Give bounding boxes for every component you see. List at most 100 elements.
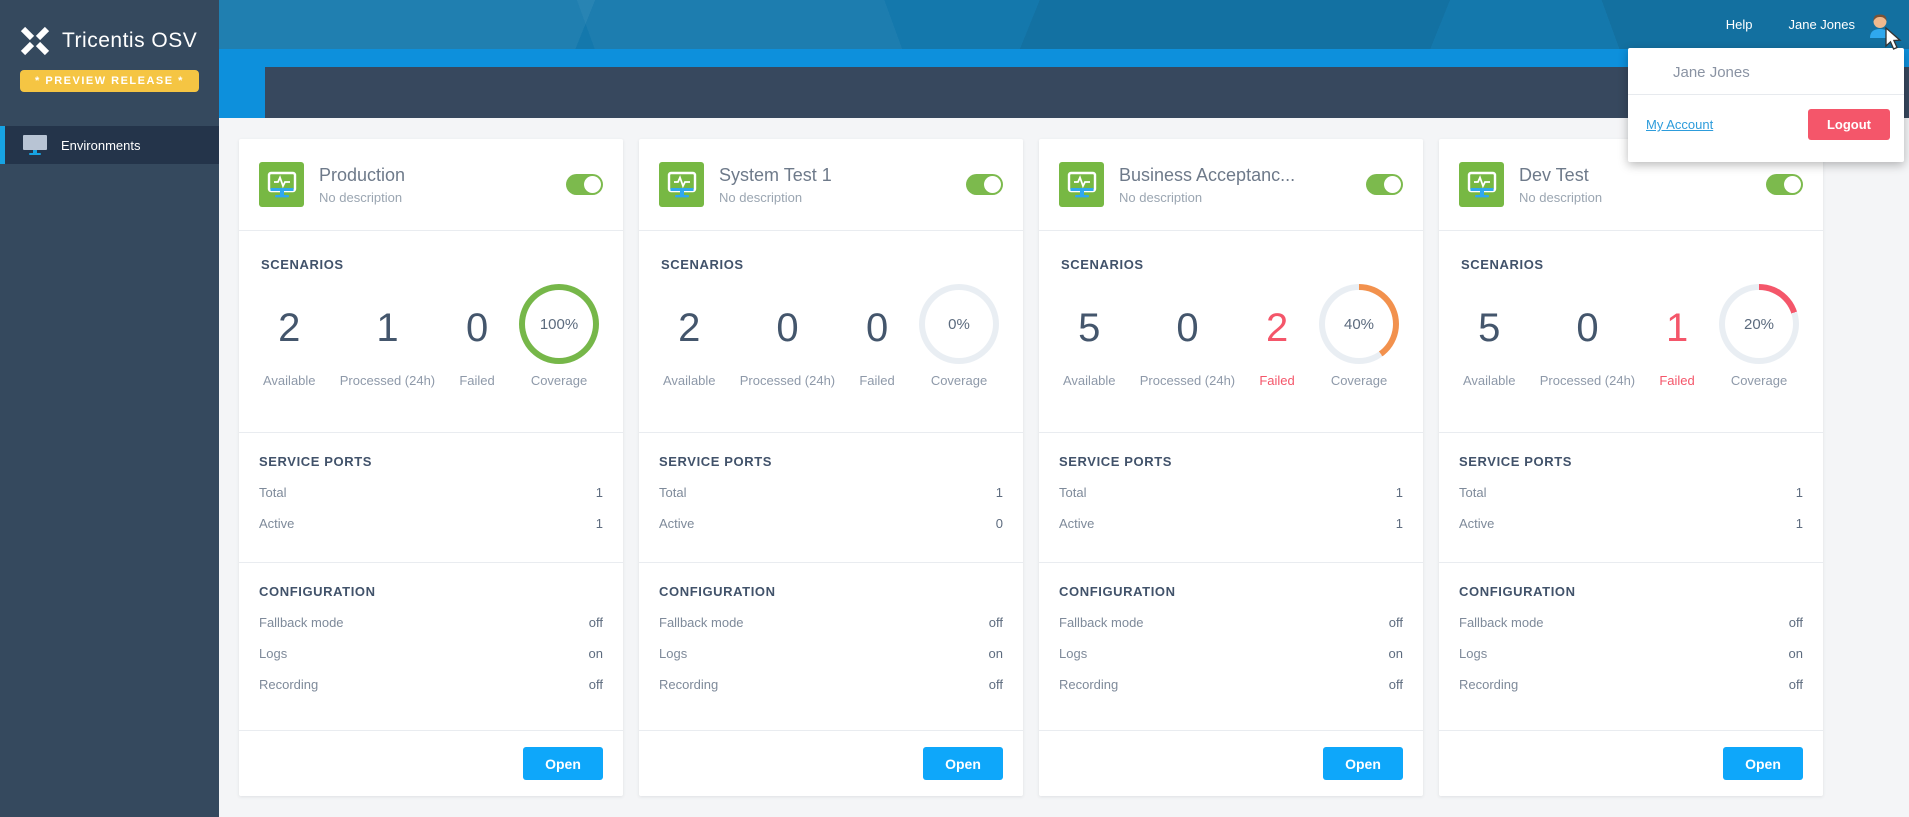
open-button[interactable]: Open (1323, 747, 1403, 780)
ports-total-row: Total 1 (659, 485, 1003, 500)
coverage-ring: 0% (919, 284, 999, 364)
environment-description: No description (1519, 189, 1603, 205)
recording-label: Recording (1059, 677, 1119, 692)
environment-toggle[interactable] (966, 174, 1003, 195)
stat-available: 5 Available (1063, 297, 1116, 389)
sidebar-nav: Environments (0, 126, 219, 164)
scenarios-stats: 5 Available 0 Processed (24h) 2 Failed 4… (1061, 284, 1401, 388)
open-button[interactable]: Open (1723, 747, 1803, 780)
open-button[interactable]: Open (923, 747, 1003, 780)
processed-value: 0 (776, 305, 799, 350)
stat-processed: 0 Processed (24h) (1540, 297, 1635, 389)
fallback-label: Fallback mode (1459, 615, 1544, 630)
scenarios-section: SCENARIOS 5 Available 0 Processed (24h) … (1439, 231, 1823, 433)
scenarios-heading: SCENARIOS (1061, 257, 1144, 272)
ports-total-row: Total 1 (1459, 485, 1803, 500)
coverage-value: 20% (1743, 315, 1775, 333)
logout-button[interactable]: Logout (1807, 109, 1890, 140)
scenarios-stats: 2 Available 0 Processed (24h) 0 Failed 0… (661, 284, 1001, 388)
stat-failed: 0 Failed (459, 297, 495, 389)
ports-active-row: Active 1 (1459, 516, 1803, 531)
logs-row: Logs on (1459, 646, 1803, 661)
coverage-label: Coverage (930, 373, 988, 388)
environment-icon (1459, 162, 1504, 207)
user-menu-trigger[interactable]: Jane Jones (1789, 12, 1894, 38)
logs-value: on (1788, 646, 1803, 661)
available-value: 2 (678, 305, 701, 350)
user-avatar-icon[interactable] (1867, 12, 1893, 38)
logs-row: Logs on (259, 646, 603, 661)
configuration-heading: CONFIGURATION (259, 584, 376, 599)
sidebar-item-environments[interactable]: Environments (0, 126, 219, 164)
app-title: Tricentis OSV (62, 29, 198, 52)
environment-card: Dev Test No description SCENARIOS 5 Avai… (1439, 139, 1823, 796)
cards-row: Production No description SCENARIOS 2 Av… (239, 139, 1909, 796)
failed-value: 2 (1265, 305, 1289, 350)
service-ports-heading: SERVICE PORTS (259, 454, 373, 469)
logs-row: Logs on (659, 646, 1003, 661)
failed-value: 0 (465, 305, 489, 350)
configuration-section: CONFIGURATION Fallback mode off Logs on … (1039, 563, 1423, 731)
processed-label: Processed (24h) (739, 373, 836, 388)
logs-label: Logs (1059, 646, 1088, 661)
sidebar-item-label: Environments (61, 137, 141, 153)
fallback-label: Fallback mode (259, 615, 344, 630)
logs-row: Logs on (1059, 646, 1403, 661)
environment-card: System Test 1 No description SCENARIOS 2… (639, 139, 1023, 796)
logs-value: on (988, 646, 1003, 661)
environment-toggle[interactable] (1366, 174, 1403, 195)
available-label: Available (663, 373, 716, 388)
processed-label: Processed (24h) (339, 373, 436, 388)
ports-active-row: Active 1 (1059, 516, 1403, 531)
card-footer: Open (1439, 731, 1823, 796)
ports-total-row: Total 1 (1059, 485, 1403, 500)
stat-coverage: 20% Coverage (1719, 284, 1799, 388)
failed-label: Failed (459, 373, 495, 388)
recording-value: off (1388, 677, 1403, 692)
stat-coverage: 100% Coverage (519, 284, 599, 388)
card-titles: Dev Test No description (1519, 165, 1751, 205)
failed-label: Failed (1259, 373, 1295, 388)
environment-title: System Test 1 (719, 164, 832, 185)
available-value: 2 (278, 305, 301, 350)
card-footer: Open (639, 731, 1023, 796)
card-titles: Production No description (319, 165, 551, 205)
stat-processed: 0 Processed (24h) (739, 297, 836, 389)
bright-blue-corner (219, 67, 265, 118)
card-titles: System Test 1 No description (719, 165, 951, 205)
failed-label: Failed (859, 373, 895, 388)
logs-label: Logs (1459, 646, 1488, 661)
scenarios-section: SCENARIOS 2 Available 0 Processed (24h) … (639, 231, 1023, 433)
open-button[interactable]: Open (523, 747, 603, 780)
service-ports-section: SERVICE PORTS Total 1 Active 1 (1439, 433, 1823, 563)
environment-toggle[interactable] (566, 174, 603, 195)
environment-icon (1059, 162, 1104, 207)
active-label: Active (1059, 516, 1095, 531)
logs-label: Logs (659, 646, 688, 661)
environment-description: No description (719, 189, 803, 205)
configuration-heading: CONFIGURATION (659, 584, 776, 599)
stat-coverage: 40% Coverage (1319, 284, 1399, 388)
active-label: Active (259, 516, 295, 531)
help-link[interactable]: Help (1725, 17, 1753, 32)
environment-icon (659, 162, 704, 207)
card-header: Dev Test No description (1439, 139, 1823, 231)
stat-failed: 0 Failed (859, 297, 895, 389)
scenarios-section: SCENARIOS 5 Available 0 Processed (24h) … (1039, 231, 1423, 433)
sidebar: Tricentis OSV * PREVIEW RELEASE * Enviro… (0, 0, 219, 817)
total-value: 1 (1795, 485, 1803, 500)
total-value: 1 (595, 485, 603, 500)
card-header: Production No description (239, 139, 623, 231)
my-account-link[interactable]: My Account (1646, 117, 1714, 132)
environment-toggle[interactable] (1766, 174, 1803, 195)
coverage-value: 40% (1343, 315, 1375, 333)
card-footer: Open (1039, 731, 1423, 796)
active-label: Active (659, 516, 695, 531)
total-value: 1 (1395, 485, 1403, 500)
card-footer: Open (239, 731, 623, 796)
top-blue-banner (219, 0, 1909, 49)
active-value: 1 (595, 516, 603, 531)
stat-available: 2 Available (263, 297, 316, 389)
total-label: Total (1459, 485, 1487, 500)
configuration-section: CONFIGURATION Fallback mode off Logs on … (1439, 563, 1823, 731)
